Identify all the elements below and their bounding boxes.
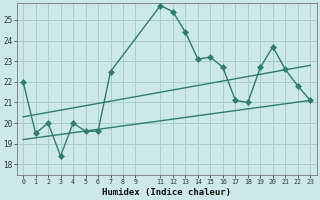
X-axis label: Humidex (Indice chaleur): Humidex (Indice chaleur) (102, 188, 231, 197)
